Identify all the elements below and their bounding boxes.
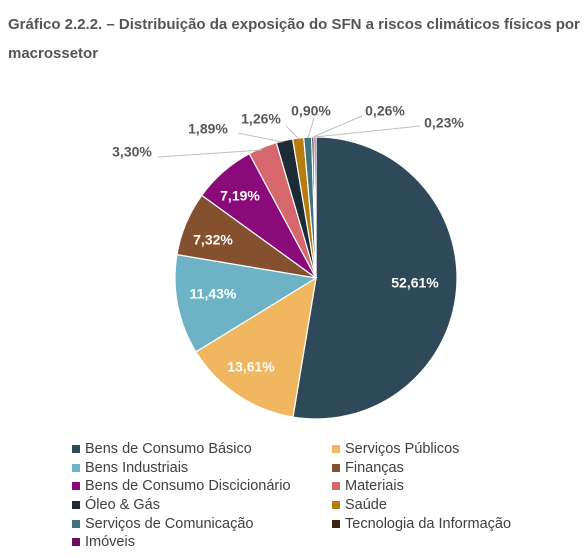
legend-label: Bens Industriais	[85, 459, 189, 476]
legend-label: Tecnologia da Informação	[345, 515, 512, 532]
legend-swatch	[332, 519, 340, 528]
legend-label: Óleo & Gás	[85, 497, 160, 514]
legend-label: Materiais	[345, 478, 404, 495]
legend-swatch	[72, 519, 80, 528]
legend-label: Finanças	[345, 459, 404, 476]
legend-swatch	[332, 482, 340, 491]
slice-data-label: 3,30%	[112, 144, 152, 160]
chart-title: Gráfico 2.2.2. – Distribuição da exposiç…	[8, 16, 580, 62]
legend-swatch	[72, 501, 80, 510]
slice-data-label: 0,90%	[291, 103, 331, 119]
slice-data-label: 0,26%	[365, 103, 405, 119]
legend-swatch	[72, 463, 80, 472]
slice-data-label: 7,32%	[193, 232, 233, 248]
legend-item: Bens de Consumo Discicionário	[72, 477, 332, 496]
legend-swatch	[72, 445, 80, 454]
slice-data-label: 52,61%	[391, 275, 439, 291]
legend-label: Bens de Consumo Discicionário	[85, 478, 291, 495]
legend-swatch	[332, 445, 340, 454]
chart-legend: Bens de Consumo Básico Serviços Públicos B…	[72, 440, 582, 552]
legend-label: Serviços Públicos	[345, 441, 460, 458]
legend-item: Finanças	[332, 459, 582, 478]
slice-data-label: 1,89%	[188, 121, 228, 137]
slice-data-label: 13,61%	[227, 359, 275, 375]
legend-item: Materiais	[332, 477, 582, 496]
legend-item: Bens de Consumo Básico	[72, 440, 332, 459]
legend-label: Serviços de Comunicação	[85, 515, 254, 532]
leader-line	[237, 132, 283, 143]
legend-swatch	[332, 463, 340, 472]
legend-swatch	[72, 538, 80, 547]
leader-line	[312, 115, 363, 138]
legend-item: Tecnologia da Informação	[332, 514, 582, 533]
legend-item: Saúde	[332, 496, 582, 515]
slice-data-label: 1,26%	[241, 111, 281, 127]
pie-slice	[292, 136, 458, 420]
leader-line	[314, 125, 421, 138]
legend-swatch	[72, 482, 80, 491]
pie-slice	[174, 253, 318, 353]
slice-data-label: 7,19%	[220, 188, 260, 204]
leader-line	[285, 125, 300, 140]
leader-line	[307, 117, 315, 139]
legend-swatch	[332, 501, 340, 510]
legend-label: Saúde	[345, 497, 387, 514]
legend-item: Imóveis	[72, 533, 332, 552]
legend-label: Bens de Consumo Básico	[85, 441, 252, 458]
legend-item: Bens Industriais	[72, 459, 332, 478]
pie-chart: 52,61% 13,61% 11,43% 7,32% 7,19% 3,30% 1,89% 1,…	[112, 103, 464, 420]
legend-item: Óleo & Gás	[72, 496, 332, 515]
legend-item: Serviços de Comunicação	[72, 514, 332, 533]
legend-label: Imóveis	[85, 534, 135, 551]
slice-data-label: 0,23%	[424, 115, 464, 131]
slice-data-label: 11,43%	[190, 286, 237, 302]
leader-line	[157, 149, 263, 158]
legend-item: Serviços Públicos	[332, 440, 582, 459]
pie-slice	[195, 276, 317, 418]
